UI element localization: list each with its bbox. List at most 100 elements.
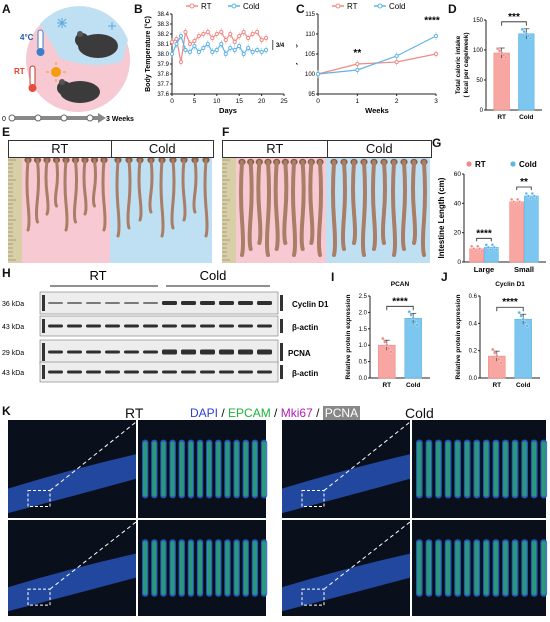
intestine-segment [25, 158, 31, 232]
chart-j-cyclin-d1: 0.0 0.2 0.4 0.6 Relative protein expression C… [455, 281, 540, 389]
crypt-green [252, 441, 257, 497]
data-point-rt [237, 33, 242, 39]
data-point-cold [183, 47, 188, 53]
crypt-green [493, 541, 499, 595]
intestine-segment [282, 160, 289, 245]
blot-ladder [42, 295, 45, 311]
crypt-green [188, 541, 193, 595]
intestine-segment [126, 158, 132, 230]
intestine-segment [203, 158, 209, 238]
intestine-segment [35, 158, 40, 224]
significance-label: ** [520, 177, 528, 188]
panel-label-a: A [2, 2, 11, 16]
blot-band [86, 350, 101, 354]
blot-ladder [280, 343, 283, 361]
blot-band [105, 324, 120, 328]
data-dot [499, 361, 503, 365]
data-dot [498, 49, 502, 53]
zoom-box [301, 588, 325, 606]
y-tick-label: 110 [305, 32, 315, 38]
crypt-green [197, 441, 203, 497]
panel-label-c: C [296, 2, 305, 16]
x-tick-label: 1 [356, 98, 360, 105]
data-dot [474, 249, 478, 253]
data-dot [518, 200, 522, 204]
x-tick-label: Cold [406, 382, 420, 389]
blot-ladder [280, 365, 283, 379]
bar-small-cold [524, 195, 539, 263]
y-tick-label: 100 [473, 48, 484, 54]
intestine-segment [92, 158, 97, 208]
crypt-green [417, 541, 422, 595]
blot-protein-label: Cyclin D1 [292, 300, 329, 309]
bar-cold [518, 33, 535, 111]
data-point-cold [214, 47, 219, 53]
legend-marker [335, 3, 341, 9]
intestine-segment [54, 158, 59, 208]
data-point-rt [241, 29, 246, 35]
panel-label-k: K [2, 404, 11, 418]
chart-d-caloric-intake: 0 50 100 150 Total caloric intake( kcal per … [455, 12, 542, 121]
x-tick-label: 15 [236, 98, 244, 105]
blot-band [181, 370, 196, 374]
data-point-cold [259, 49, 264, 55]
panel-e-rt-label: RT [9, 141, 112, 157]
blot-band [181, 349, 196, 355]
stain-epcam: EPCAM [228, 406, 271, 420]
data-point-cold [355, 67, 360, 73]
blot-kda-label: 43 kDa [2, 324, 24, 331]
crypt-green [541, 441, 546, 497]
x-tick-label: 20 [258, 98, 266, 105]
intestine-segment [63, 158, 69, 232]
significance-bracket [516, 186, 532, 190]
blot-band [257, 370, 272, 374]
data-dot [415, 323, 419, 327]
blot-strip [39, 315, 279, 337]
data-dot [488, 248, 492, 252]
crypt-green [216, 441, 221, 497]
data-dot [493, 351, 497, 355]
legend-label-cold: Cold [519, 160, 537, 169]
intestine-segment [44, 158, 50, 216]
y-axis-label: Relative protein expression [345, 295, 352, 380]
x-tick-label: Cold [516, 382, 530, 389]
data-dot [478, 247, 482, 251]
crypt-green [170, 441, 175, 497]
bar-cold [404, 318, 422, 379]
legend-marker [377, 3, 383, 9]
data-point-cold [255, 47, 260, 53]
data-dot [486, 245, 490, 249]
tissue-band [282, 454, 410, 514]
data-point-cold [201, 45, 206, 51]
experiment-schematic: 4°C RT 0 3 Weeks [2, 6, 134, 123]
significance-bracket [496, 306, 524, 312]
blot-band [124, 370, 139, 374]
data-point-cold [394, 53, 399, 59]
blot-ladder [280, 319, 283, 333]
crypt-green [161, 441, 166, 497]
stain-sep-2: / [270, 406, 281, 420]
panel-e-header: RT Cold [8, 140, 214, 158]
data-point-cold [246, 45, 251, 51]
intestine-segment [73, 158, 78, 224]
crypt-green [531, 541, 537, 595]
x-tick-label: 0 [170, 98, 174, 105]
data-point-rt [205, 29, 210, 35]
data-dot [517, 310, 521, 315]
y-tick-label: 1.5 [359, 327, 368, 333]
legend-swatch-cold [510, 161, 516, 167]
data-point-cold [263, 47, 269, 53]
x-tick-label: RT [492, 382, 501, 389]
thermometer-rt-icon [29, 65, 36, 87]
blot-band [124, 302, 139, 304]
zoom-box [301, 490, 325, 508]
bar-large-rt [469, 248, 484, 263]
data-point-rt [214, 31, 219, 37]
blot-ladder [280, 295, 283, 311]
data-dot [480, 249, 484, 253]
blot-band [162, 324, 177, 328]
bar-small-rt [509, 201, 524, 263]
crypt-green [484, 441, 489, 497]
crypt-green [161, 541, 166, 595]
data-point-cold [228, 45, 233, 51]
